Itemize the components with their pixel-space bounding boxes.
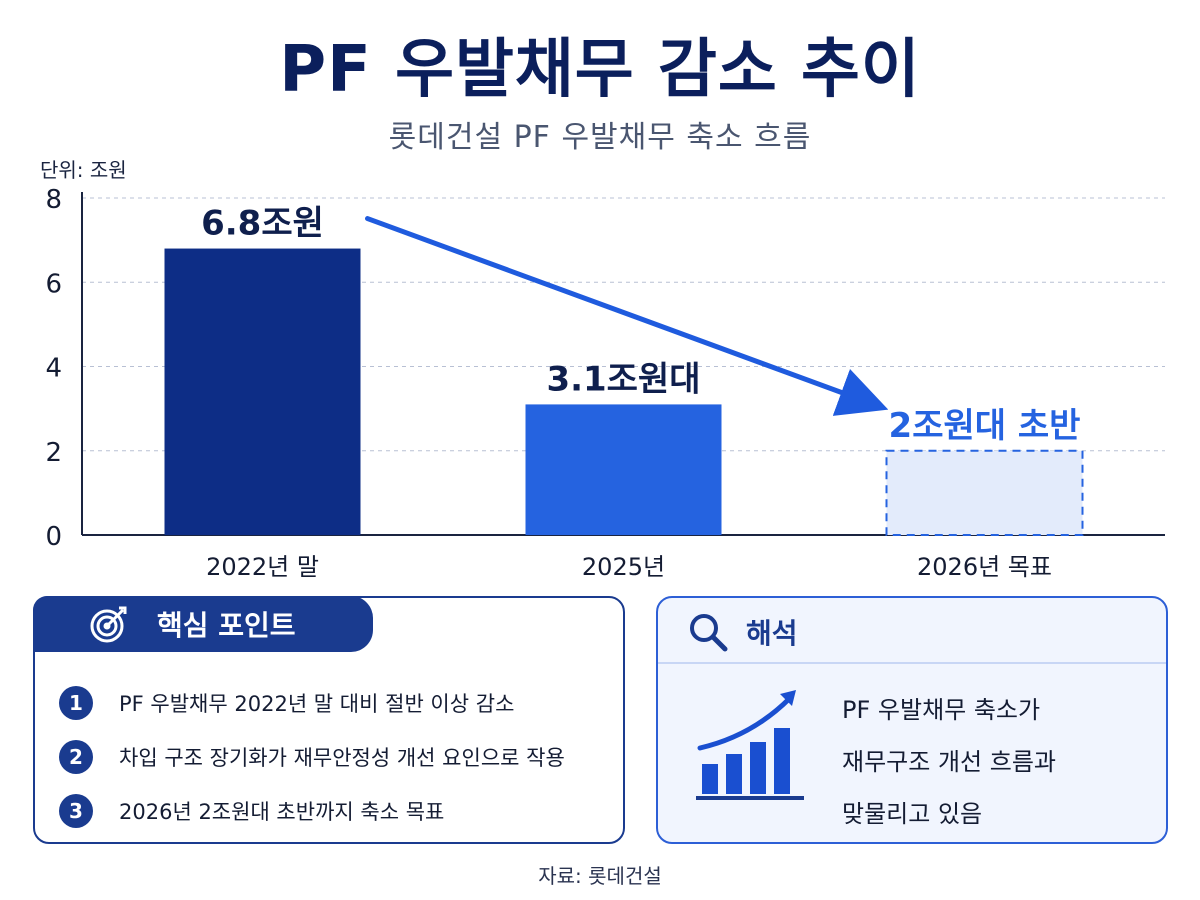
item-number: 1 [59, 686, 93, 720]
source-note: 자료: 롯데건설 [538, 864, 662, 888]
y-tick-label: 8 [45, 185, 62, 215]
interpretation-head: 해석 [688, 612, 798, 652]
x-tick-label: 2026년 목표 [917, 553, 1052, 581]
target-bar [885, 449, 1084, 536]
y-tick-label: 0 [45, 522, 62, 552]
bar [525, 404, 722, 535]
interpretation-panel: 해석 PF 우발채무 축소가 재무구조 개선 흐름과 맞물리고 있음 [656, 596, 1168, 844]
key-points-tab: 핵심 포인트 [33, 596, 373, 652]
data-label: 3.1조원대 [546, 359, 700, 399]
unit-label: 단위: 조원 [40, 158, 127, 182]
y-tick-label: 4 [45, 354, 62, 384]
list-item: 3 2026년 2조원대 초반까지 축소 목표 [59, 784, 565, 838]
bar [164, 248, 361, 536]
list-item: 2 차입 구조 장기화가 재무안정성 개선 요인으로 작용 [59, 730, 565, 784]
y-tick-label: 2 [45, 438, 62, 468]
x-tick-label: 2022년 말 [206, 553, 319, 581]
interpretation-header: 해석 [746, 617, 798, 650]
interpretation-line: 맞물리고 있음 [842, 800, 983, 828]
list-item: 1 PF 우발채무 2022년 말 대비 절반 이상 감소 [59, 676, 565, 730]
chart-subtitle: 롯데건설 PF 우발채무 축소 흐름 [388, 120, 812, 155]
target-icon [90, 606, 127, 643]
bar-chart: 0 2 4 6 8 6.8조원 2022년 말 3.1조원대 2025년 2조원대 초반 2026년… [45, 185, 1165, 581]
data-label: 6.8조원 [201, 204, 324, 244]
interpretation-text: PF 우발채무 축소가 재무구조 개선 흐름과 맞물리고 있음 [842, 684, 1056, 840]
item-number: 3 [59, 794, 93, 828]
data-label: 2조원대 초반 [889, 406, 1081, 446]
trend-arrow [365, 216, 889, 416]
item-text: PF 우발채무 2022년 말 대비 절반 이상 감소 [119, 692, 515, 716]
key-points-list: 1 PF 우발채무 2022년 말 대비 절반 이상 감소 2 차입 구조 장기… [59, 676, 565, 838]
interpretation-line: 재무구조 개선 흐름과 [842, 748, 1056, 776]
divider [658, 662, 1166, 664]
key-points-header: 핵심 포인트 [157, 609, 296, 642]
search-icon [690, 614, 728, 652]
x-tick-label: 2025년 [582, 553, 665, 581]
interpretation-line: PF 우발채무 축소가 [842, 696, 1041, 724]
item-text: 2026년 2조원대 초반까지 축소 목표 [119, 800, 445, 824]
y-tick-label: 6 [45, 269, 62, 299]
growth-chart-icon [696, 690, 804, 800]
item-number: 2 [59, 740, 93, 774]
key-points-panel: 핵심 포인트 1 PF 우발채무 2022년 말 대비 절반 이상 감소 2 차… [33, 596, 625, 844]
item-text: 차입 구조 장기화가 재무안정성 개선 요인으로 작용 [119, 746, 565, 770]
chart-title: PF 우발채무 감소 추이 [279, 33, 921, 107]
